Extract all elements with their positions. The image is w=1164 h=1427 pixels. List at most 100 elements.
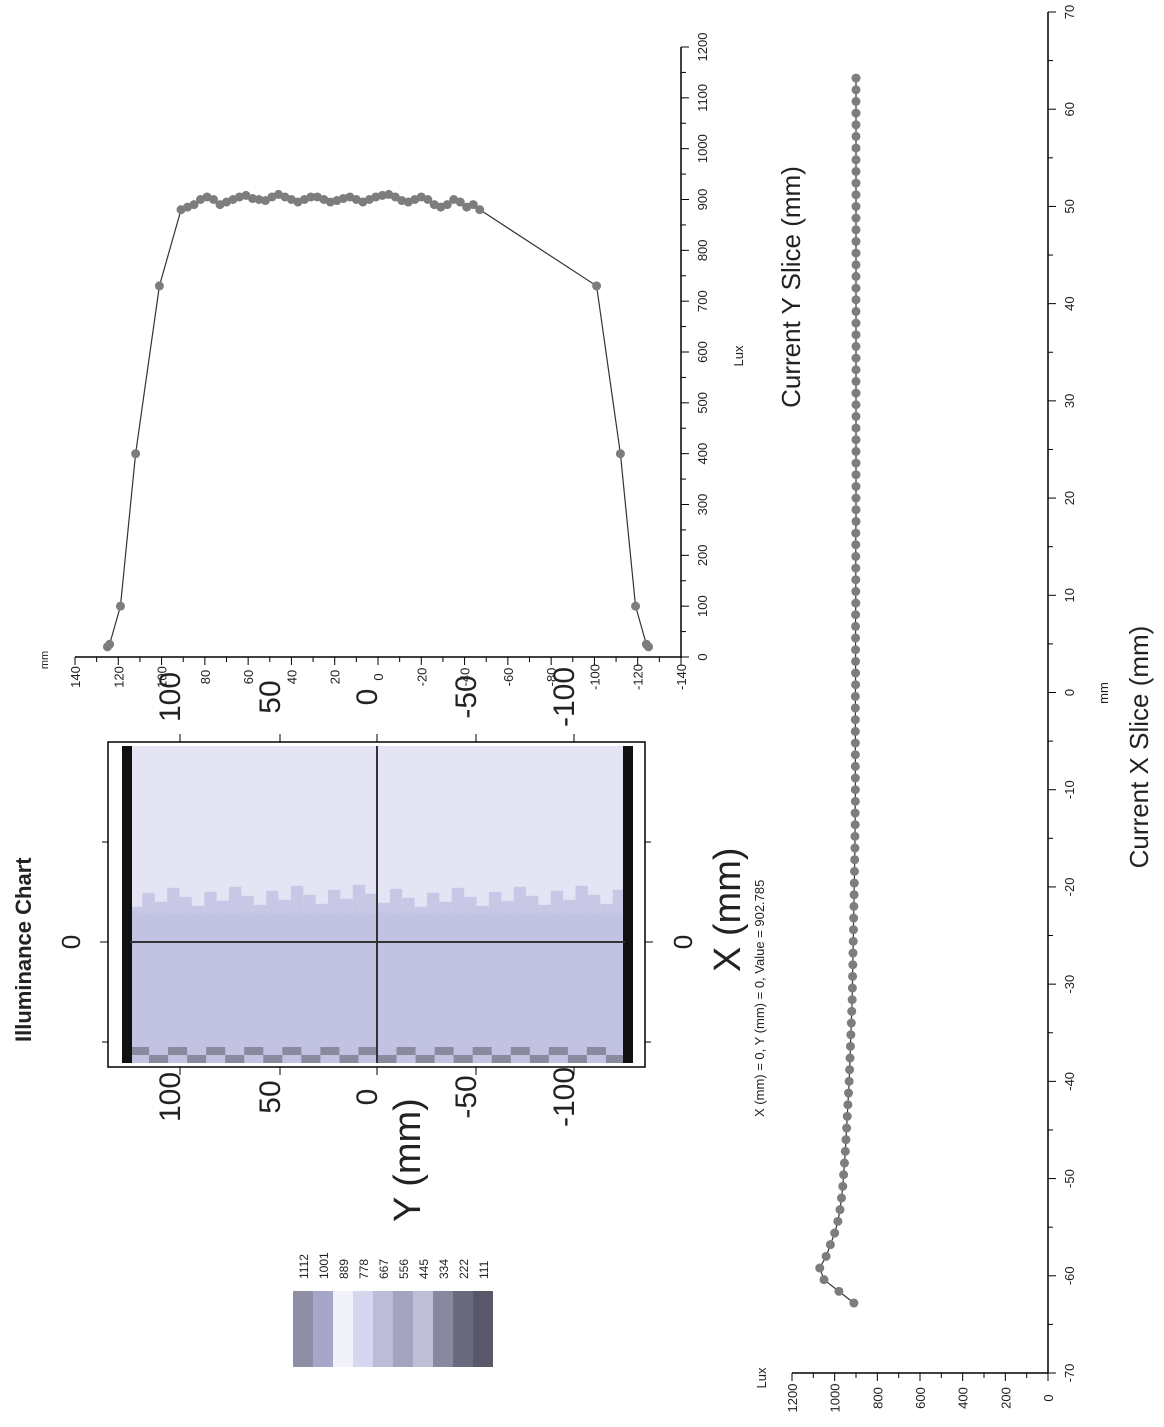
heatmap-boundary-cell xyxy=(587,894,601,913)
x-slice-lux-tick-label: 600 xyxy=(913,1387,928,1409)
y-slice-xlabel: Lux xyxy=(731,345,746,366)
x-slice-point xyxy=(819,1275,829,1285)
x-slice-point xyxy=(850,703,860,713)
x-slice-point xyxy=(851,388,861,398)
legend-level-label: 1112 xyxy=(297,1254,311,1279)
legend-swatch xyxy=(353,1291,373,1367)
x-slice-point xyxy=(848,936,858,946)
heatmap-boundary-cell xyxy=(427,892,440,913)
heatmap-edge-cell xyxy=(339,1055,359,1063)
y-slice-point xyxy=(631,601,641,611)
x-slice-lux-tick-label: 1000 xyxy=(828,1384,843,1413)
x-slice-mm-tick-label: 50 xyxy=(1062,199,1077,213)
heatmap-y-tick-label: 50 xyxy=(254,1080,287,1113)
x-slice-point xyxy=(851,563,861,573)
x-slice-mm-tick-label: -30 xyxy=(1062,975,1077,994)
y-slice-lux-tick-label: 900 xyxy=(695,189,710,211)
heatmap-boundary-cell xyxy=(278,899,291,913)
x-slice-point xyxy=(851,598,861,608)
heatmap-boundary-cell xyxy=(365,893,378,913)
y-slice-mm-tick-label: -100 xyxy=(587,664,602,690)
x-slice-point xyxy=(851,213,861,223)
x-slice-point xyxy=(848,925,858,935)
legend-level-label: 1001 xyxy=(317,1252,331,1279)
x-slice-point xyxy=(851,73,861,83)
y-slice-mm-tick-label: -60 xyxy=(501,668,516,687)
heatmap-boundary-cell xyxy=(513,886,526,913)
x-slice-point xyxy=(851,96,861,106)
x-slice-mm-tick-label: 40 xyxy=(1062,296,1077,310)
y-slice-point xyxy=(615,449,625,459)
legend-swatch xyxy=(313,1291,333,1367)
y-slice-point xyxy=(592,281,602,291)
x-slice-point xyxy=(851,365,861,375)
x-slice-point xyxy=(850,761,860,771)
x-slice-point xyxy=(850,691,860,701)
y-slice-lux-tick-label: 300 xyxy=(695,494,710,516)
x-slice-lux-tick-label: 200 xyxy=(998,1387,1013,1409)
x-slice-point xyxy=(821,1251,831,1261)
y-slice-mm-tick-label: 100 xyxy=(155,666,170,688)
heatmap-edge-cell xyxy=(244,1047,264,1055)
x-slice-point xyxy=(851,108,861,118)
y-slice-lux-tick-label: 200 xyxy=(695,544,710,566)
y-slice-point xyxy=(131,449,141,459)
x-slice-point xyxy=(844,1076,854,1086)
legend-swatch xyxy=(433,1291,453,1367)
x-slice-series-line xyxy=(819,78,857,1304)
heatmap-edge-cell xyxy=(586,1047,606,1055)
y-slice-mm-tick-label: -140 xyxy=(674,664,689,690)
y-slice-lux-tick-label: 800 xyxy=(695,239,710,261)
x-slice-point xyxy=(851,493,861,503)
x-slice-point xyxy=(851,621,861,631)
x-slice-point xyxy=(850,808,860,818)
x-slice-point xyxy=(850,831,860,841)
heatmap-edge-cell xyxy=(149,1055,169,1063)
x-slice-chart: -70 -60 -50 -40 -30 -20 -10 0 10 20 30 40 50 60 70 0 200… xyxy=(754,5,1111,1413)
x-slice-point xyxy=(851,190,861,200)
heatmap-boundary-cell xyxy=(612,889,625,913)
y-slice-lux-tick-label: 0 xyxy=(695,653,710,660)
x-slice-point xyxy=(851,120,861,130)
y-slice-lux-tick-label: 600 xyxy=(695,341,710,363)
x-slice-point xyxy=(849,901,859,911)
x-slice-point xyxy=(850,820,860,830)
y-slice-lux-tick-label: 1000 xyxy=(695,134,710,163)
x-slice-point xyxy=(851,225,861,235)
heatmap-boundary-cell xyxy=(266,890,279,913)
x-slice-point xyxy=(851,680,861,690)
heatmap-edge-cell xyxy=(510,1047,530,1055)
heatmap-y-tick-label: -50 xyxy=(450,675,483,718)
heatmap-boundary-cell xyxy=(167,887,180,913)
heatmap-edge-cell xyxy=(434,1047,454,1055)
heatmap-edge-cell xyxy=(605,1055,626,1063)
heatmap-edge-cell xyxy=(396,1047,416,1055)
x-slice-point xyxy=(849,890,859,900)
heatmap-boundary-cell xyxy=(130,906,143,913)
heatmap-edge-cell xyxy=(225,1055,245,1063)
legend-swatch xyxy=(293,1291,313,1367)
y-slice-title: Current Y Slice (mm) xyxy=(776,166,806,408)
x-slice-point xyxy=(851,668,861,678)
x-slice-point xyxy=(851,458,861,468)
x-slice-point xyxy=(842,1123,852,1133)
x-slice-point xyxy=(851,131,861,141)
heatmap-edge-cell xyxy=(453,1055,473,1063)
y-slice-mm-tick-label: 120 xyxy=(111,666,126,688)
y-slice-point xyxy=(442,200,452,210)
y-slice-lux-tick-label: 500 xyxy=(695,392,710,414)
heatmap-edge-cell xyxy=(206,1047,226,1055)
heatmap-boundary-cell xyxy=(142,892,155,913)
y-slice-point xyxy=(644,642,654,652)
x-slice-point xyxy=(841,1135,851,1145)
heatmap-edge-cell xyxy=(320,1047,340,1055)
legend-level-label: 111 xyxy=(477,1260,491,1279)
x-slice-point xyxy=(843,1100,853,1110)
heatmap-boundary-cell xyxy=(241,895,254,913)
legend-swatch xyxy=(473,1291,493,1367)
y-slice-ylabel: mm xyxy=(39,651,51,669)
heatmap-panel: Illuminance Chart 100100505000-50-50-100… xyxy=(11,667,767,1367)
heatmap-boundary-cell xyxy=(204,891,217,913)
x-slice-point xyxy=(850,715,860,725)
